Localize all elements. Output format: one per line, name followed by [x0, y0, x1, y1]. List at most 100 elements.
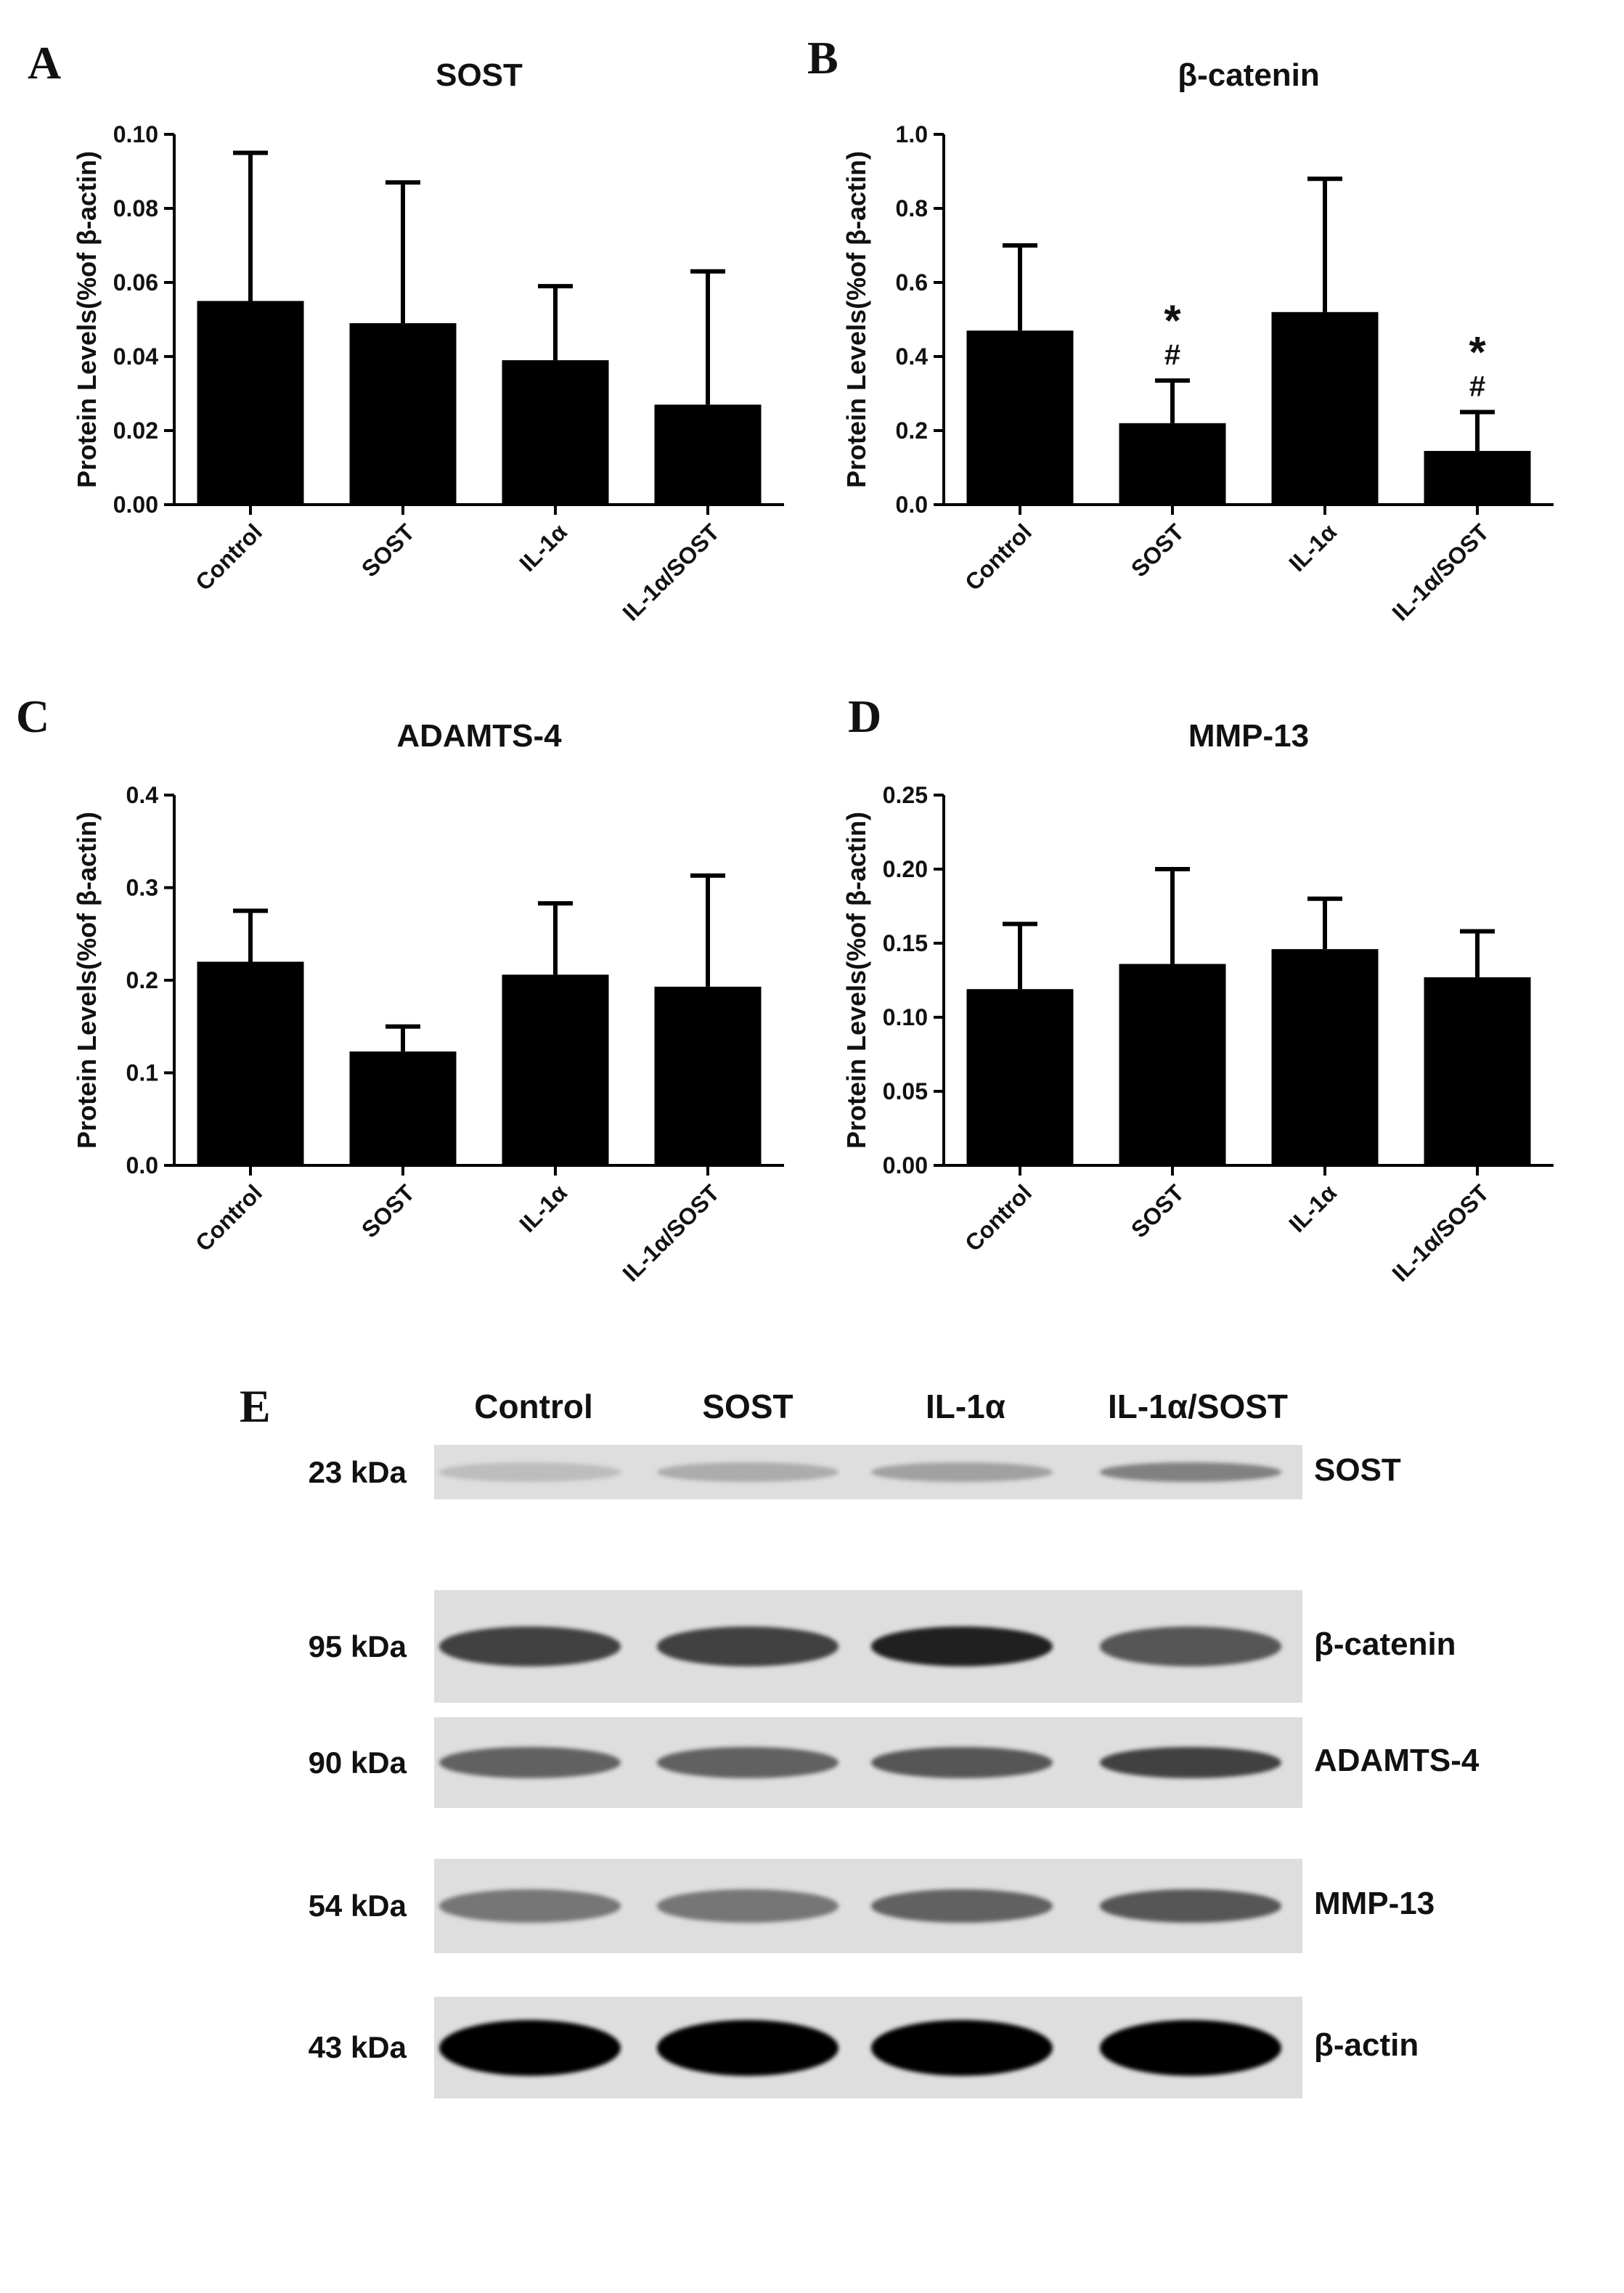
- y-tick-label: 0.06: [113, 269, 158, 296]
- y-tick-label: 0.2: [896, 418, 928, 444]
- y-tick-label: 0.8: [896, 195, 928, 221]
- bar-chart-adamts-4: ADAMTS-4 Protein Levels(%of β-actin) Contr…: [72, 718, 784, 1287]
- y-tick-label: 0.6: [896, 269, 928, 296]
- y-tick-label: 0.00: [883, 1152, 928, 1178]
- bar-control: [197, 301, 304, 505]
- bar-chart-beta-catenin: β-catenin Protein Levels(%of β-actin) Cont…: [841, 57, 1554, 626]
- molecular-weight-label: 23 kDa: [308, 1454, 407, 1489]
- bar-control: [966, 989, 1074, 1165]
- blot-band: [439, 1626, 621, 1666]
- y-tick-label: 0.02: [113, 418, 158, 444]
- y-tick-label: 0.25: [883, 782, 928, 808]
- bar-sost: [349, 1051, 457, 1165]
- bar-il-1a-sost: [654, 404, 762, 505]
- y-tick-label: 0.08: [113, 195, 158, 221]
- bar-sost: [1119, 423, 1226, 505]
- x-tick-label: IL-1α/SOST: [1387, 518, 1494, 626]
- y-tick-label: 0.4: [896, 343, 929, 370]
- blot-band: [1100, 1746, 1281, 1779]
- bar-il-1a-sost: [1424, 451, 1531, 505]
- y-axis-label: Protein Levels(%of β-actin): [72, 812, 102, 1149]
- y-tick-label: 1.0: [896, 121, 928, 147]
- y-tick-label: 0.0: [126, 1152, 158, 1178]
- bar-il-1a-sost: [1424, 977, 1531, 1165]
- bar-sost: [1119, 964, 1226, 1165]
- blot-band: [657, 2019, 838, 2076]
- significance-hash: #: [1469, 371, 1485, 403]
- significance-star: *: [1164, 296, 1181, 345]
- blot-strip-adamts-4: [434, 1717, 1302, 1808]
- x-tick-label: SOST: [356, 518, 420, 582]
- chart-title: β-catenin: [1178, 57, 1320, 93]
- bar-chart-mmp-13: MMP-13 Protein Levels(%of β-actin) Control…: [841, 718, 1554, 1287]
- protein-label: MMP-13: [1314, 1886, 1435, 1921]
- blot-strip-mmp-13: [434, 1859, 1302, 1953]
- x-tick-label: IL-1α: [1284, 518, 1342, 577]
- protein-label: ADAMTS-4: [1314, 1742, 1480, 1778]
- blot-band: [871, 1626, 1053, 1666]
- x-tick-label: IL-1α: [514, 518, 572, 577]
- bar-control: [966, 330, 1074, 505]
- molecular-weight-label: 95 kDa: [308, 1629, 407, 1663]
- y-tick-label: 0.00: [113, 492, 158, 518]
- x-tick-label: SOST: [1126, 1179, 1189, 1242]
- significance-star: *: [1469, 328, 1486, 377]
- blot-band: [871, 1889, 1053, 1923]
- lane-header-il1a: IL-1α: [925, 1388, 1006, 1425]
- significance-hash: #: [1164, 339, 1180, 371]
- chart-title: SOST: [436, 57, 523, 93]
- x-tick-label: Control: [960, 518, 1037, 595]
- x-tick-label: IL-1α/SOST: [617, 1179, 725, 1287]
- lane-header-il1a-sost: IL-1α/SOST: [1107, 1388, 1289, 1425]
- y-axis-label: Protein Levels(%of β-actin): [841, 812, 871, 1149]
- protein-label: β-actin: [1314, 2027, 1419, 2063]
- bar-il-1a-sost: [654, 986, 762, 1165]
- blot-band: [657, 1746, 838, 1779]
- blot-band: [657, 1626, 838, 1666]
- bar-sost: [349, 323, 457, 505]
- y-tick-label: 0.1: [126, 1060, 158, 1086]
- bar-il-1a: [502, 360, 609, 505]
- y-tick-label: 0.04: [113, 343, 158, 370]
- x-tick-label: IL-1α: [1284, 1179, 1342, 1237]
- x-tick-label: SOST: [1126, 518, 1189, 582]
- blot-band: [439, 1462, 621, 1482]
- blot-band: [871, 2019, 1053, 2076]
- blot-strip-beta-catenin: [434, 1590, 1302, 1703]
- blot-band: [439, 1746, 621, 1779]
- western-blot: Control SOST IL-1α IL-1α/SOST 23 kDa SOST…: [0, 1365, 1624, 2251]
- x-tick-label: Control: [190, 518, 267, 595]
- blot-band: [1100, 1462, 1281, 1482]
- protein-label: SOST: [1314, 1451, 1401, 1488]
- protein-label: β-catenin: [1314, 1626, 1456, 1662]
- y-tick-label: 0.10: [113, 121, 158, 147]
- y-tick-label: 0.4: [126, 782, 159, 808]
- molecular-weight-label: 90 kDa: [308, 1745, 407, 1780]
- lane-header-control: Control: [474, 1388, 593, 1425]
- x-tick-label: SOST: [356, 1179, 420, 1242]
- bar-il-1a: [1271, 949, 1379, 1165]
- chart-title: MMP-13: [1188, 718, 1309, 754]
- blot-band: [1100, 1626, 1281, 1666]
- bar-control: [197, 961, 304, 1165]
- y-axis-label: Protein Levels(%of β-actin): [72, 151, 102, 488]
- bar-il-1a: [502, 974, 609, 1165]
- blot-band: [1100, 1889, 1281, 1923]
- panel-letter-a: A: [28, 37, 62, 89]
- y-tick-label: 0.15: [883, 930, 928, 956]
- bar-chart-sost: SOST Protein Levels(%of β-actin) Control SO…: [72, 57, 784, 626]
- y-tick-label: 0.2: [126, 967, 158, 993]
- y-axis-label: Protein Levels(%of β-actin): [841, 151, 871, 488]
- blot-strip-sost: [434, 1445, 1302, 1499]
- blot-band: [657, 1889, 838, 1923]
- chart-title: ADAMTS-4: [396, 718, 562, 754]
- y-tick-label: 0.05: [883, 1078, 928, 1104]
- blot-band: [871, 1746, 1053, 1779]
- y-tick-label: 0.3: [126, 875, 158, 901]
- blot-band: [1100, 2019, 1281, 2076]
- y-tick-label: 0.0: [896, 492, 928, 518]
- panel-letter-c: C: [16, 691, 50, 742]
- blot-band: [439, 1889, 621, 1923]
- lane-header-sost: SOST: [702, 1388, 793, 1425]
- blot-strip-beta-actin: [434, 1997, 1302, 2098]
